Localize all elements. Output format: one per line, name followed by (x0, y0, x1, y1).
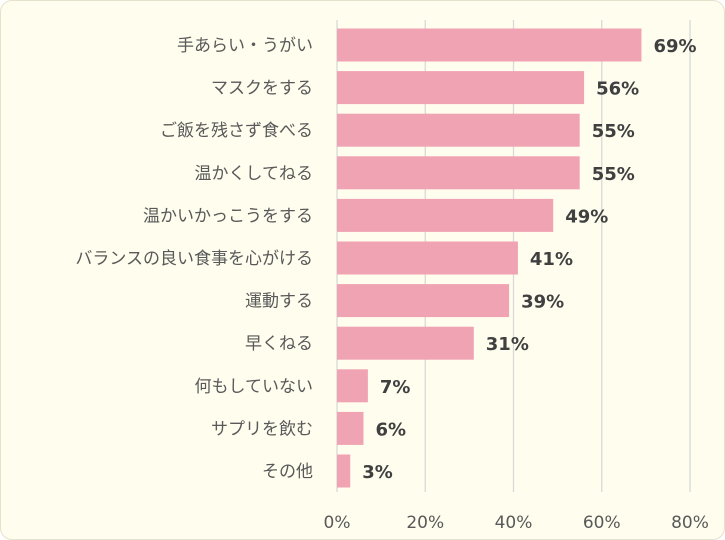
value-label-7: 31% (486, 334, 529, 355)
category-label-2: ご飯を残さず食べる (160, 121, 313, 141)
category-label-8: 何もしていない (195, 377, 314, 397)
value-label-10: 3% (362, 462, 393, 483)
bar-6 (337, 284, 510, 318)
value-label-4: 49% (565, 206, 608, 227)
value-label-6: 39% (521, 292, 564, 313)
value-label-2: 55% (592, 121, 635, 142)
category-label-10: その他 (262, 462, 313, 482)
category-labels: 手あらい・うがいマスクをするご飯を残さず食べる温かくしてねる温かいかっこうをする… (75, 36, 313, 482)
value-labels: 69% 56% 55% 55% 49% 41% 39% 31% 7% 6% 3% (362, 36, 696, 483)
value-label-8: 7% (380, 377, 411, 398)
category-label-9: サプリを飲む (211, 419, 313, 439)
bar-2 (337, 113, 580, 147)
category-label-5: バランスの良い食事を心がける (75, 249, 313, 269)
category-label-7: 早くねる (245, 334, 313, 354)
value-label-9: 6% (375, 419, 406, 440)
category-label-0: 手あらい・うがい (177, 36, 313, 56)
x-tick-label-40: 40% (495, 513, 533, 533)
bar-9 (337, 411, 364, 445)
bar-3 (337, 156, 580, 190)
bar-layer (337, 28, 642, 488)
category-label-4: 温かいかっこうをする (143, 206, 313, 226)
bar-5 (337, 241, 518, 275)
category-label-1: マスクをする (211, 79, 313, 99)
x-tick-label-0: 0% (324, 513, 351, 533)
x-tick-label-20: 20% (406, 513, 444, 533)
bar-0 (337, 28, 642, 62)
bar-8 (337, 369, 368, 403)
bar-10 (337, 454, 351, 488)
bar-4 (337, 198, 554, 232)
x-tick-label-80: 80% (671, 513, 709, 533)
bar-1 (337, 71, 585, 105)
x-tick-label-60: 60% (583, 513, 621, 533)
value-label-5: 41% (530, 249, 573, 270)
value-label-0: 69% (653, 36, 696, 57)
value-label-1: 56% (596, 79, 639, 100)
value-label-3: 55% (592, 164, 635, 185)
x-axis-tick-labels: 0% 20% 40% 60% 80% (324, 513, 709, 533)
category-label-3: 温かくしてねる (195, 164, 314, 184)
category-label-6: 運動する (245, 292, 313, 312)
bar-7 (337, 326, 474, 360)
